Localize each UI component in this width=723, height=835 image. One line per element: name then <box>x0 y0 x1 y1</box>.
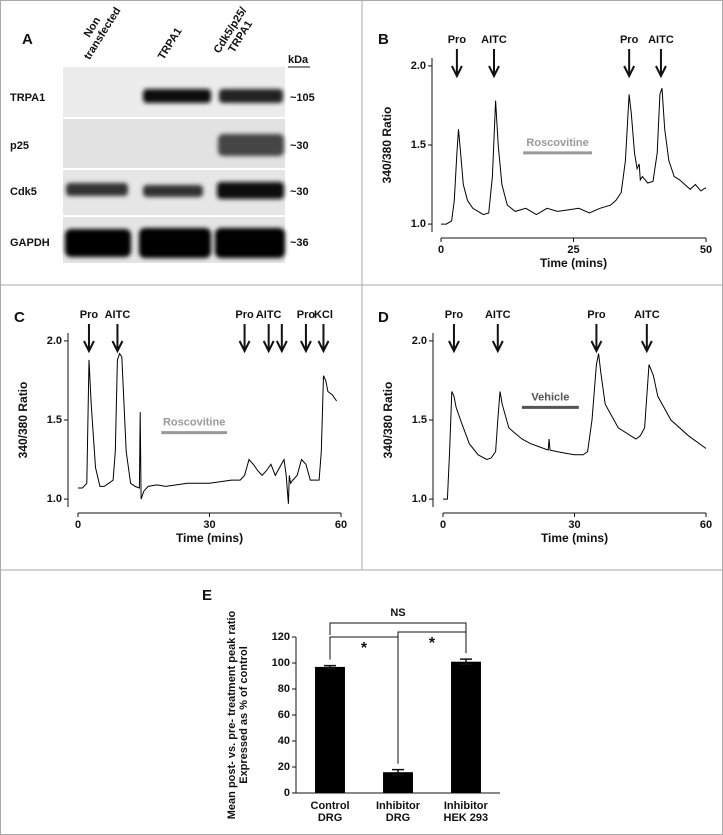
y-axis-label: 340/380 Ratio <box>16 382 30 459</box>
size-label: ~30 <box>290 140 309 152</box>
annotation-label: AITC <box>485 309 511 321</box>
y-tick-label: 1.5 <box>411 139 426 151</box>
size-label: ~36 <box>290 237 309 249</box>
significance-label: NS <box>390 607 405 619</box>
panel-label: E <box>202 587 212 604</box>
y-tick-label: 1.5 <box>412 414 427 426</box>
y-tick-label: 40 <box>278 735 290 747</box>
x-tick-label: Inhibitor HEK 293 <box>443 800 489 824</box>
annotation-label: AITC <box>648 34 674 46</box>
size-label: ~30 <box>290 186 309 198</box>
x-tick-label: 60 <box>700 519 712 531</box>
panel-label: C <box>14 309 25 326</box>
significance-bracket <box>329 622 467 635</box>
x-tick-label: Inhibitor DRG <box>376 800 420 824</box>
y-tick-label: 1.0 <box>47 493 62 505</box>
panel-label: A <box>22 31 33 48</box>
annotation-label: AITC <box>105 309 131 321</box>
annotation-arrowhead <box>491 340 504 354</box>
annotation-label: Pro <box>448 34 467 46</box>
row-label: TRPA1 <box>10 92 45 104</box>
y-tick-label: 0 <box>284 787 290 799</box>
y-tick-label: 1.0 <box>411 218 426 230</box>
treatment-label: Vehicle <box>531 391 569 403</box>
y-tick-label: 1.5 <box>47 414 62 426</box>
treatment-label: Roscovitine <box>163 417 225 429</box>
trace <box>443 353 707 500</box>
trace <box>441 87 707 225</box>
x-tick-label: 0 <box>440 519 446 531</box>
unit-label: kDa <box>288 54 309 66</box>
y-tick-label: 60 <box>278 709 290 721</box>
row-label: GAPDH <box>10 237 50 249</box>
y-tick-label: 100 <box>272 657 290 669</box>
y-tick-label: 120 <box>272 631 290 643</box>
row-label: p25 <box>10 140 29 152</box>
x-tick-label: 0 <box>438 244 444 256</box>
annotation-label: AITC <box>481 34 507 46</box>
blot-image <box>63 67 285 263</box>
y-tick-label: 80 <box>278 683 290 695</box>
size-label: ~105 <box>290 92 315 104</box>
annotation-label: KCl <box>314 309 333 321</box>
annotation-label: Pro <box>445 309 464 321</box>
annotation-arrowhead <box>590 340 603 354</box>
error-bar <box>324 664 336 669</box>
y-tick-label: 2.0 <box>411 60 426 72</box>
annotation-arrowhead <box>640 340 653 354</box>
x-tick-label: 0 <box>75 519 81 531</box>
trace <box>78 352 338 504</box>
y-tick-label: 1.0 <box>412 493 427 505</box>
significance-label: * <box>429 635 436 652</box>
error-bar <box>392 768 404 776</box>
annotation-arrowhead <box>262 340 275 354</box>
x-tick-label: 30 <box>203 519 215 531</box>
bar <box>315 666 345 793</box>
bar <box>451 661 481 793</box>
significance-label: * <box>361 640 368 657</box>
annotation-label: Pro <box>620 34 639 46</box>
annotation-label: Pro <box>80 309 99 321</box>
x-tick-label: 25 <box>567 244 579 256</box>
annotation-arrowhead <box>655 65 667 79</box>
x-axis-label: Time (mins) <box>541 531 608 545</box>
annotation-arrowhead <box>451 65 463 79</box>
error-bar <box>460 658 472 666</box>
y-tick-label: 2.0 <box>47 335 62 347</box>
annotation-arrowhead <box>238 340 251 354</box>
annotation-arrowhead <box>111 340 124 354</box>
x-axis-label: Time (mins) <box>540 256 607 270</box>
annotation-arrowhead <box>300 340 312 354</box>
y-axis-label: Mean post- vs. pre- treatment peak ratio… <box>226 610 251 820</box>
y-tick-label: 20 <box>278 761 290 773</box>
x-tick-label: Control DRG <box>310 800 350 824</box>
annotation-label: AITC <box>634 309 660 321</box>
annotation-arrowhead <box>488 65 500 79</box>
panel-label: D <box>378 309 389 326</box>
annotation-label: Pro <box>235 309 254 321</box>
annotation-label: AITC <box>256 309 282 321</box>
annotation-arrowhead <box>317 340 330 354</box>
annotation-arrowhead <box>448 340 460 354</box>
x-tick-label: 30 <box>568 519 580 531</box>
y-axis-label: 340/380 Ratio <box>380 107 394 184</box>
y-tick-label: 2.0 <box>412 335 427 347</box>
treatment-label: Roscovitine <box>526 137 588 149</box>
significance-bracket <box>397 631 467 764</box>
annotation-arrowhead <box>275 340 288 354</box>
bar <box>383 772 413 793</box>
x-tick-label: 50 <box>700 244 712 256</box>
y-axis-label: 340/380 Ratio <box>381 382 395 459</box>
annotation-label: Pro <box>587 309 606 321</box>
row-label: Cdk5 <box>10 186 37 198</box>
x-tick-label: 60 <box>335 519 347 531</box>
annotation-arrowhead <box>623 65 636 79</box>
panel-label: B <box>378 31 389 48</box>
x-axis-label: Time (mins) <box>176 531 243 545</box>
annotation-arrowhead <box>83 340 95 354</box>
annotation-label: Pro <box>297 309 316 321</box>
